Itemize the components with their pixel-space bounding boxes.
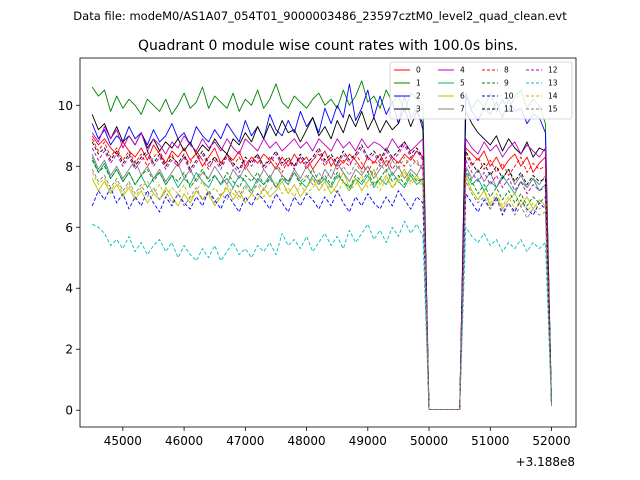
x-tick-label: 52000 xyxy=(532,434,570,448)
legend-label-7: 7 xyxy=(460,105,465,114)
legend-label-6: 6 xyxy=(460,92,465,101)
legend-label-15: 15 xyxy=(548,105,558,114)
x-tick-label: 50000 xyxy=(410,434,448,448)
legend-box xyxy=(389,61,573,120)
series-line-12 xyxy=(91,144,552,411)
series-line-10 xyxy=(91,187,552,411)
series-line-13 xyxy=(91,220,552,411)
x-tick-label: 48000 xyxy=(287,434,325,448)
x-axis-ticks: 45000 46000 47000 48000 49000 50000 51000 52000 xyxy=(104,427,571,448)
y-tick-label: 2 xyxy=(65,343,73,357)
legend-label-5: 5 xyxy=(460,79,465,88)
legend-label-4: 4 xyxy=(460,66,465,75)
y-tick-label: 0 xyxy=(65,404,73,418)
x-tick-label: 45000 xyxy=(104,434,142,448)
y-tick-label: 10 xyxy=(58,99,73,113)
chart-title: Quadrant 0 module wise count rates with … xyxy=(138,38,518,54)
legend-label-9: 9 xyxy=(504,79,509,88)
series-line-3 xyxy=(91,107,552,411)
series-line-15 xyxy=(91,156,552,411)
x-tick-label: 49000 xyxy=(349,434,387,448)
x-offset-label: +3.188e8 xyxy=(516,455,575,469)
series-line-8 xyxy=(91,138,552,411)
legend-label-13: 13 xyxy=(548,79,558,88)
legend-label-8: 8 xyxy=(504,66,509,75)
series-layer xyxy=(91,80,552,411)
series-line-0 xyxy=(91,135,552,411)
legend-label-10: 10 xyxy=(504,92,514,101)
series-line-14 xyxy=(91,171,552,411)
y-axis-ticks: 0 2 4 6 8 10 xyxy=(58,99,80,418)
plot-frame xyxy=(79,57,577,428)
data-file-caption: Data file: modeM0/AS1A07_054T01_90000034… xyxy=(73,9,567,23)
x-tick-label: 47000 xyxy=(226,434,264,448)
y-tick-label: 8 xyxy=(65,160,73,174)
legend-label-2: 2 xyxy=(416,92,421,101)
series-line-7 xyxy=(91,153,552,411)
y-tick-label: 6 xyxy=(65,221,73,235)
x-tick-label: 51000 xyxy=(471,434,509,448)
legend-label-3: 3 xyxy=(416,105,421,114)
series-line-9 xyxy=(91,159,552,411)
legend-label-14: 14 xyxy=(548,92,558,101)
series-line-11 xyxy=(91,141,552,411)
legend-label-12: 12 xyxy=(548,66,558,75)
legend-label-11: 11 xyxy=(504,105,514,114)
legend-label-0: 0 xyxy=(416,66,421,75)
series-line-4 xyxy=(91,126,552,411)
legend-label-1: 1 xyxy=(416,79,421,88)
x-tick-label: 46000 xyxy=(165,434,203,448)
y-tick-label: 4 xyxy=(65,282,73,296)
